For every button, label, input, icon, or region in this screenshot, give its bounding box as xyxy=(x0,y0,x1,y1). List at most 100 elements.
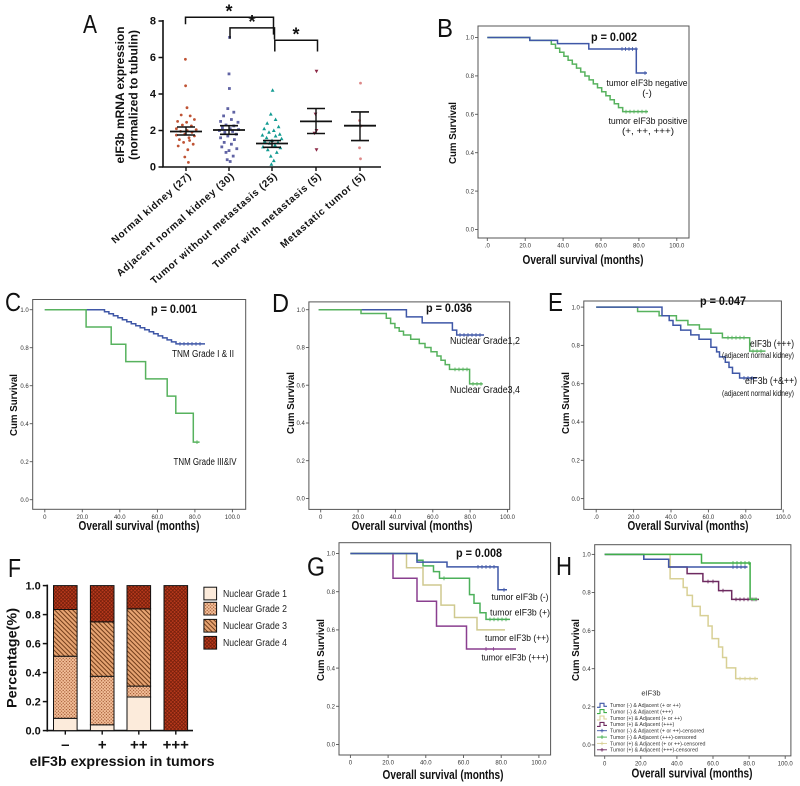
svg-text:40.0: 40.0 xyxy=(114,515,126,521)
svg-text:1.0: 1.0 xyxy=(466,36,475,42)
svg-text:1.0: 1.0 xyxy=(297,308,306,314)
svg-text:0.8: 0.8 xyxy=(327,590,336,596)
svg-text:0.2: 0.2 xyxy=(582,705,591,711)
svg-text:D: D xyxy=(272,288,289,318)
svg-text:1.0: 1.0 xyxy=(571,305,580,311)
svg-text:0.8: 0.8 xyxy=(571,344,580,350)
svg-text:eIF3b expression in tumors: eIF3b expression in tumors xyxy=(30,753,215,769)
svg-text:0.4: 0.4 xyxy=(20,422,29,428)
svg-text:40.0: 40.0 xyxy=(665,515,677,521)
svg-text:Tumor (-) & Adjacent (+++): Tumor (-) & Adjacent (+++) xyxy=(610,710,673,716)
svg-text:*: * xyxy=(225,2,232,22)
svg-text:0.0: 0.0 xyxy=(327,743,336,749)
svg-text:0: 0 xyxy=(319,515,323,521)
svg-text:0.0: 0.0 xyxy=(297,497,306,503)
svg-text:0.4: 0.4 xyxy=(571,420,580,426)
svg-text:20.0: 20.0 xyxy=(628,515,640,521)
svg-text:Cum Survival: Cum Survival xyxy=(447,102,459,164)
svg-text:0: 0 xyxy=(43,515,47,521)
svg-text:G: G xyxy=(307,552,325,582)
svg-text:80.0: 80.0 xyxy=(464,515,476,521)
svg-text:Overall survival (months): Overall survival (months) xyxy=(79,519,200,533)
svg-text:0: 0 xyxy=(349,761,353,767)
svg-text:80.0: 80.0 xyxy=(633,244,645,250)
svg-text:0.2: 0.2 xyxy=(297,459,306,465)
svg-text:(-): (-) xyxy=(642,88,652,99)
svg-text:100.0: 100.0 xyxy=(776,515,792,521)
svg-text:tumor eIF3b (-): tumor eIF3b (-) xyxy=(492,592,549,603)
svg-text:TNM Grade I & II: TNM Grade I & II xyxy=(172,349,234,360)
svg-text:Overall Survival (months): Overall Survival (months) xyxy=(628,519,749,533)
svg-text:0.8: 0.8 xyxy=(297,346,306,352)
svg-text:Nuclear Grade 2: Nuclear Grade 2 xyxy=(223,604,287,615)
svg-text:tumor eIF3b (+): tumor eIF3b (+) xyxy=(490,608,550,619)
svg-text:Tumor (+) & Adjacent (+++)-cen: Tumor (+) & Adjacent (+++)-censored xyxy=(610,748,698,754)
svg-text:A: A xyxy=(83,9,98,39)
svg-text:Tumor (+) & Adjacent (+++): Tumor (+) & Adjacent (+++) xyxy=(610,722,675,728)
svg-text:80.0: 80.0 xyxy=(495,761,507,767)
svg-text:0.4: 0.4 xyxy=(26,667,42,679)
svg-text:Cum Survival: Cum Survival xyxy=(570,619,582,681)
svg-text:+: + xyxy=(98,737,107,754)
svg-text:.0: .0 xyxy=(594,515,600,521)
svg-text:40.0: 40.0 xyxy=(390,515,402,521)
svg-text:Tumor (-) & Adjacent (+ or ++): Tumor (-) & Adjacent (+ or ++)-censored xyxy=(610,729,704,735)
svg-text:20.0: 20.0 xyxy=(519,244,531,250)
svg-text:80.0: 80.0 xyxy=(743,761,755,767)
svg-text:(adjacent normal kidney): (adjacent normal kidney) xyxy=(722,389,794,398)
svg-text:Cum Survival: Cum Survival xyxy=(315,619,327,681)
svg-text:Nuclear Grade 4: Nuclear Grade 4 xyxy=(223,638,287,649)
svg-text:Tumor (-) & Adjacent (+++)-cen: Tumor (-) & Adjacent (+++)-censored xyxy=(610,735,697,741)
svg-text:+++: +++ xyxy=(163,737,190,754)
svg-text:40.0: 40.0 xyxy=(557,244,569,250)
svg-text:.0: .0 xyxy=(485,244,491,250)
svg-text:0.2: 0.2 xyxy=(26,696,41,708)
svg-text:80.0: 80.0 xyxy=(189,515,201,521)
svg-text:(normalized to tubulin): (normalized to tubulin) xyxy=(127,30,141,160)
svg-text:20.0: 20.0 xyxy=(352,515,364,521)
svg-text:100.0: 100.0 xyxy=(225,515,241,521)
svg-text:++: ++ xyxy=(130,737,148,754)
svg-text:60.0: 60.0 xyxy=(703,515,715,521)
svg-text:*: * xyxy=(248,12,255,32)
svg-text:1.0: 1.0 xyxy=(26,580,41,592)
svg-text:tumor eIF3b negative: tumor eIF3b negative xyxy=(607,78,688,89)
svg-text:60.0: 60.0 xyxy=(152,515,164,521)
svg-text:p = 0.047: p = 0.047 xyxy=(700,294,746,308)
svg-text:E: E xyxy=(548,287,563,317)
svg-text:F: F xyxy=(8,553,21,583)
svg-text:Cum Survival: Cum Survival xyxy=(560,372,572,434)
svg-text:p = 0.001: p = 0.001 xyxy=(151,302,197,316)
svg-text:8: 8 xyxy=(150,16,156,28)
svg-text:2: 2 xyxy=(150,125,156,137)
svg-text:0.6: 0.6 xyxy=(571,382,580,388)
svg-text:0.2: 0.2 xyxy=(571,459,580,465)
svg-text:20.0: 20.0 xyxy=(76,515,88,521)
svg-text:tumor eIF3b (+++): tumor eIF3b (+++) xyxy=(482,653,549,664)
svg-text:(+, ++, +++): (+, ++, +++) xyxy=(622,126,674,137)
svg-text:60.0: 60.0 xyxy=(458,761,470,767)
svg-text:0.2: 0.2 xyxy=(466,189,475,195)
svg-text:eIF3b (+&++): eIF3b (+&++) xyxy=(745,376,797,387)
svg-text:0.0: 0.0 xyxy=(26,725,41,737)
svg-text:80.0: 80.0 xyxy=(740,515,752,521)
svg-text:eIF3b (+++): eIF3b (+++) xyxy=(750,339,794,350)
svg-text:*: * xyxy=(292,25,299,45)
svg-text:100.0: 100.0 xyxy=(669,244,685,250)
svg-text:B: B xyxy=(437,13,453,43)
svg-text:60.0: 60.0 xyxy=(707,761,719,767)
svg-text:Tumor (+) & Adjacent (+ or ++): Tumor (+) & Adjacent (+ or ++) xyxy=(610,716,682,722)
svg-text:C: C xyxy=(5,287,21,317)
svg-text:0.4: 0.4 xyxy=(297,421,306,427)
svg-text:60.0: 60.0 xyxy=(595,244,607,250)
svg-text:Tumor (-) & Adjacent (+ or ++): Tumor (-) & Adjacent (+ or ++) xyxy=(610,703,681,709)
svg-text:0.4: 0.4 xyxy=(327,666,336,672)
svg-text:0.4: 0.4 xyxy=(582,667,591,673)
svg-text:0.0: 0.0 xyxy=(20,498,29,504)
svg-text:100.0: 100.0 xyxy=(531,761,547,767)
svg-text:TNM Grade III&IV: TNM Grade III&IV xyxy=(174,457,237,468)
svg-text:Nuclear Grade 3: Nuclear Grade 3 xyxy=(223,621,287,632)
svg-text:100.0: 100.0 xyxy=(778,761,794,767)
svg-text:0.2: 0.2 xyxy=(327,705,336,711)
svg-text:–: – xyxy=(61,737,69,754)
